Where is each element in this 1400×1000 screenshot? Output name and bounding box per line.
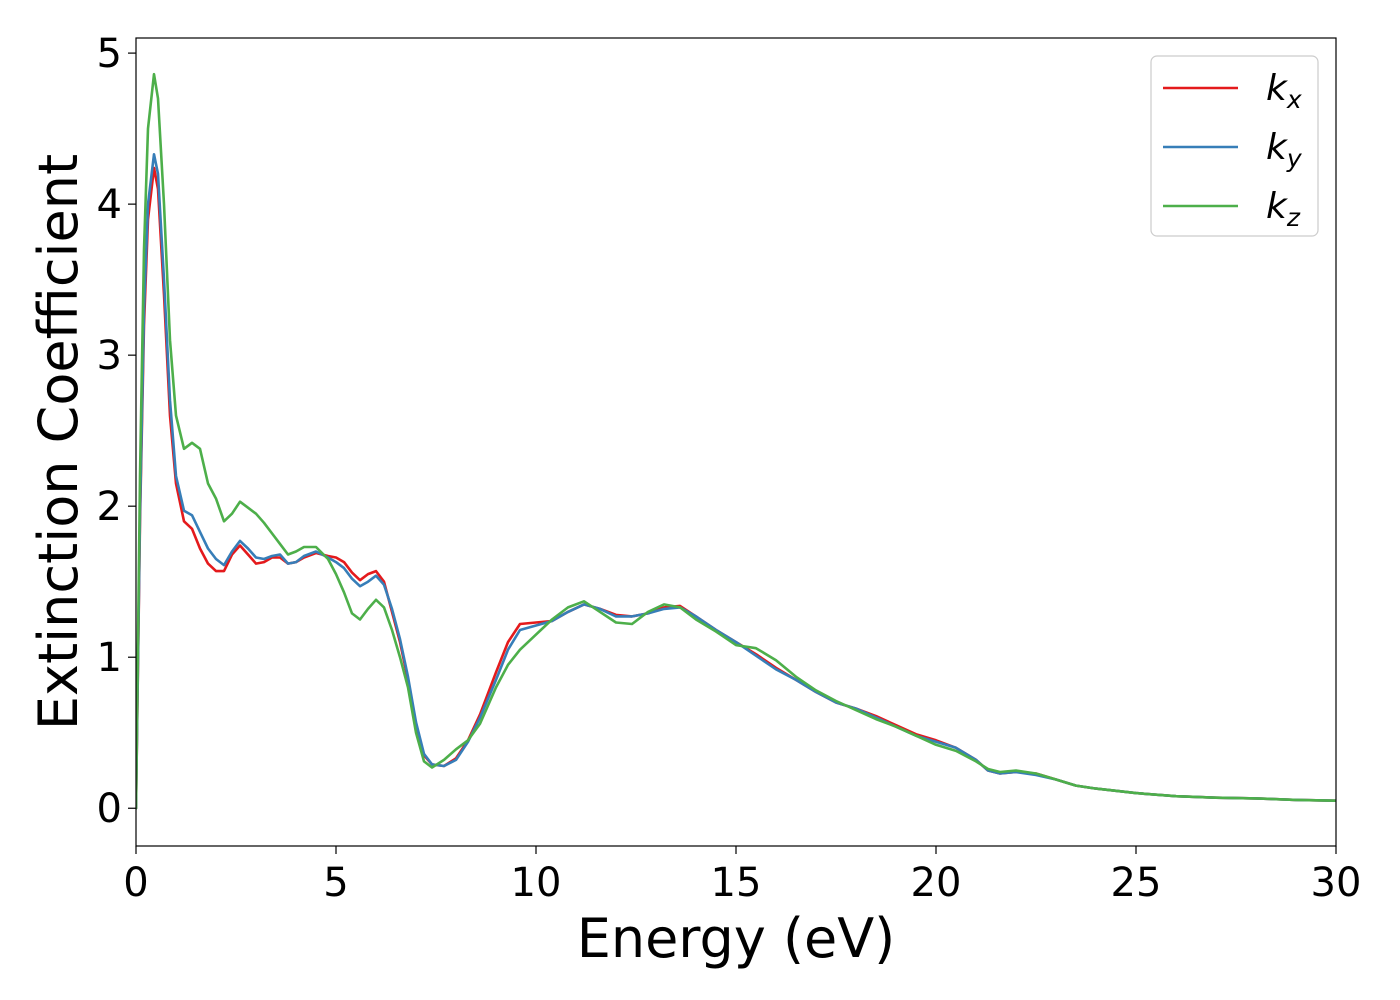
y-tick-label: 5 (97, 31, 122, 77)
x-axis-ticks: 0 5 10 15 20 25 30 (123, 846, 1361, 906)
series-layer (136, 72, 1336, 810)
y-tick-label: 1 (97, 635, 122, 681)
y-tick-label: 0 (97, 786, 122, 832)
x-tick-label: 0 (123, 860, 148, 906)
legend-label-z: kz (1266, 186, 1301, 232)
x-tick-label: 30 (1311, 860, 1362, 906)
y-tick-label: 3 (97, 333, 122, 379)
y-tick-label: 4 (97, 182, 122, 228)
legend-label-y: ky (1266, 127, 1303, 173)
x-tick-label: 10 (511, 860, 562, 906)
series-line-x (136, 166, 1336, 810)
y-tick-label: 2 (97, 484, 122, 530)
y-axis-ticks: 0 1 2 3 4 5 (97, 31, 136, 832)
y-axis-label: Extinction Coefficient (27, 154, 90, 730)
series-line-y (136, 153, 1336, 810)
legend-label-x: kx (1266, 68, 1302, 114)
x-tick-label: 20 (911, 860, 962, 906)
legend: kx ky kz (1150, 55, 1319, 237)
x-tick-label: 15 (711, 860, 762, 906)
x-tick-label: 25 (1111, 860, 1162, 906)
series-line-z (136, 72, 1336, 810)
x-tick-label: 5 (323, 860, 348, 906)
x-axis-label: Energy (eV) (577, 907, 896, 970)
